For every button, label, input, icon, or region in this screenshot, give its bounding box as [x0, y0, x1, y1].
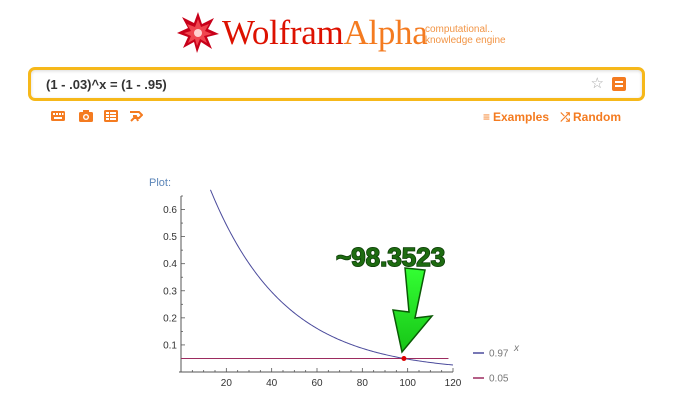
x-tick-label: 40	[266, 378, 278, 389]
list-icon: ≡	[482, 110, 490, 124]
y-tick-label: 0.5	[163, 232, 177, 243]
header-links: ≡ Examples ⤮ Random	[475, 110, 621, 125]
random-link[interactable]: ⤮ Random	[560, 110, 621, 125]
logo-wordmark: WolframAlpha	[222, 13, 428, 53]
query-input[interactable]	[46, 70, 566, 98]
logo-tagline: computational.. knowledge engine	[425, 24, 506, 46]
shuffle-icon: ⤮	[560, 110, 570, 124]
camera-icon[interactable]	[79, 110, 93, 122]
y-tick-label: 0.4	[163, 259, 177, 270]
intersection-point	[401, 355, 407, 361]
x-tick-label: 60	[311, 378, 323, 389]
y-tick-label: 0.2	[163, 313, 177, 324]
y-tick-label: 0.6	[163, 205, 177, 216]
x-tick-label: 80	[357, 378, 369, 389]
data-input-icon[interactable]	[104, 110, 118, 122]
x-tick-label: 100	[399, 378, 416, 389]
star-outline-icon[interactable]: ☆	[590, 75, 604, 92]
logo-wolfram-text: Wolfram	[222, 13, 344, 52]
tagline-line-2: knowledge engine	[425, 35, 506, 46]
keyboard-icon[interactable]	[51, 110, 65, 122]
pod-title: Plot:	[149, 177, 172, 189]
legend-label: 0.05	[489, 374, 509, 385]
legend-superscript: x	[513, 343, 520, 354]
series-line-exponential	[210, 189, 454, 366]
annotation-arrow-icon	[392, 267, 434, 354]
x-tick-label: 120	[445, 378, 462, 389]
legend-label: 0.97	[489, 349, 509, 360]
compute-button[interactable]	[612, 77, 626, 91]
tagline-line-1: computational..	[425, 24, 493, 35]
examples-label: Examples	[493, 110, 550, 124]
random-input-icon[interactable]	[129, 110, 143, 122]
spikey-logo-icon	[177, 12, 219, 53]
annotation-label: ~98.3523	[336, 242, 445, 272]
random-label: Random	[573, 110, 621, 124]
y-tick-label: 0.3	[163, 286, 177, 297]
examples-link[interactable]: ≡ Examples	[483, 110, 549, 124]
search-bar: ☆	[28, 67, 645, 101]
wolfram-alpha-logo[interactable]: WolframAlpha computational.. knowledge e…	[176, 10, 536, 54]
logo-alpha-text: Alpha	[343, 13, 428, 52]
y-tick-label: 0.1	[163, 340, 177, 351]
x-tick-label: 20	[221, 378, 233, 389]
